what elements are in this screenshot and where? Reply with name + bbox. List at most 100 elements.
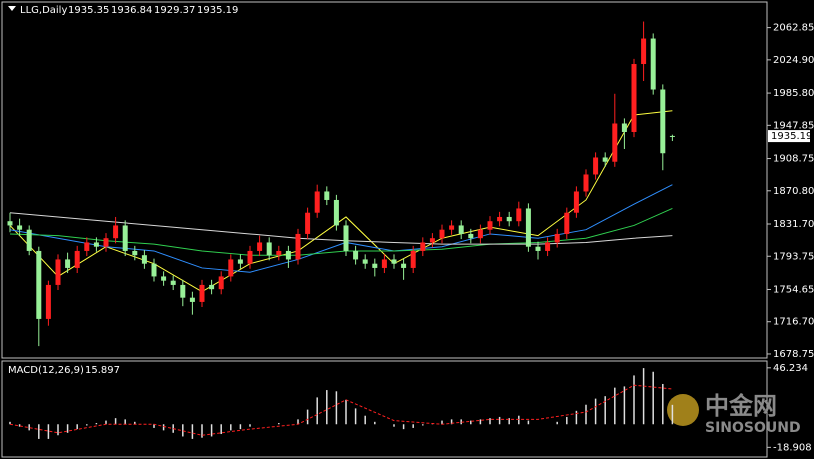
candle-body — [209, 284, 215, 290]
candle-body — [333, 199, 339, 226]
candle-body — [660, 89, 666, 154]
candle-body — [506, 216, 512, 222]
macd-frame — [1, 360, 768, 458]
high-value: 1936.84 — [111, 5, 152, 16]
y-tick-label: 1678.75 — [773, 349, 814, 360]
y-tick-label: 1870.80 — [773, 186, 814, 197]
candle-body — [295, 233, 301, 260]
y-tick-label: 1947.85 — [773, 120, 814, 131]
candle-body — [122, 225, 128, 251]
macd-signal — [9, 384, 673, 436]
y-tick-label: 1793.75 — [773, 251, 814, 262]
candle-body — [516, 208, 522, 222]
candle-body — [410, 250, 416, 268]
candle-body — [276, 250, 282, 256]
candle-body — [487, 221, 493, 230]
candle-body — [641, 38, 647, 65]
y-tick-label: 1985.80 — [773, 88, 814, 99]
candle-body — [161, 276, 167, 281]
candle-body — [55, 259, 61, 285]
moving-average — [9, 184, 673, 273]
candle-body — [266, 242, 272, 256]
candle-body — [314, 191, 320, 213]
candle-body — [113, 225, 119, 239]
moving-average — [9, 110, 673, 293]
candle-body — [477, 229, 483, 239]
candle-body — [545, 242, 551, 251]
candle-body — [583, 174, 589, 192]
y-tick-label: 2024.90 — [773, 55, 814, 66]
candle-body — [45, 284, 51, 319]
watermark-en: SINOSOUND — [705, 420, 801, 436]
candle-body — [84, 242, 90, 251]
price-tag — [768, 130, 810, 143]
macd-y-tick-label: -18.908 — [773, 442, 812, 453]
candle-body — [554, 233, 560, 243]
watermark-logo — [667, 394, 699, 426]
y-tick-label: 2062.85 — [773, 23, 814, 34]
candle-body — [103, 238, 109, 247]
candle-body — [631, 64, 637, 132]
y-tick-label: 1908.75 — [773, 154, 814, 165]
candle-body — [564, 212, 570, 234]
candle-body — [189, 297, 195, 302]
candle-body — [372, 263, 378, 268]
candle-body — [257, 242, 263, 251]
candle-body — [612, 123, 618, 162]
candle-body — [468, 233, 474, 239]
candle-body — [199, 284, 205, 302]
y-tick-label: 1716.70 — [773, 317, 814, 328]
candle-body — [228, 259, 234, 277]
close-value: 1935.19 — [197, 5, 238, 16]
candle-body — [26, 229, 32, 251]
candle-body — [525, 208, 531, 247]
candle-body — [305, 212, 311, 234]
macd-label: MACD(12,26,9) — [8, 365, 84, 376]
watermark-cn: 中金网 — [705, 392, 777, 420]
macd-value: 15.897 — [85, 365, 120, 376]
candle-body — [401, 263, 407, 268]
menu-arrow — [8, 6, 16, 11]
candle-body — [151, 263, 157, 277]
candle-body — [324, 191, 330, 200]
candle-body — [65, 259, 71, 268]
candle-body — [621, 123, 627, 132]
candle-body — [669, 135, 675, 137]
candle-body — [449, 225, 455, 230]
candle-body — [141, 255, 147, 264]
candle-body — [17, 225, 23, 230]
candle-body — [343, 225, 349, 251]
candle-body — [353, 250, 359, 260]
candle-body — [362, 259, 368, 264]
candle-body — [247, 250, 253, 264]
main-frame — [1, 1, 768, 359]
candle-body — [573, 191, 579, 213]
candle-body — [497, 216, 503, 222]
candle-body — [391, 259, 397, 264]
candle-body — [285, 250, 291, 260]
y-tick-label: 1754.65 — [773, 284, 814, 295]
candle-body — [602, 157, 608, 162]
price-tag-label: 1935.19 — [771, 131, 812, 142]
candle-body — [381, 259, 387, 268]
y-tick-label: 1831.70 — [773, 219, 814, 230]
candle-body — [458, 225, 464, 234]
candle-body — [237, 259, 243, 264]
candle-body — [535, 246, 541, 251]
candle-body — [420, 242, 426, 251]
candle-body — [593, 157, 599, 175]
open-value: 1935.35 — [68, 5, 109, 16]
candle-body — [93, 242, 99, 247]
candle-body — [7, 221, 13, 226]
candle-body — [218, 276, 224, 290]
candle-body — [429, 238, 435, 243]
candle-body — [36, 250, 42, 319]
low-value: 1929.37 — [154, 5, 195, 16]
candle-body — [650, 38, 656, 90]
candle-body — [74, 250, 80, 268]
candle-body — [439, 229, 445, 239]
candle-body — [132, 250, 138, 256]
chart-title: LLG,Daily — [20, 5, 67, 16]
candle-body — [180, 284, 186, 298]
